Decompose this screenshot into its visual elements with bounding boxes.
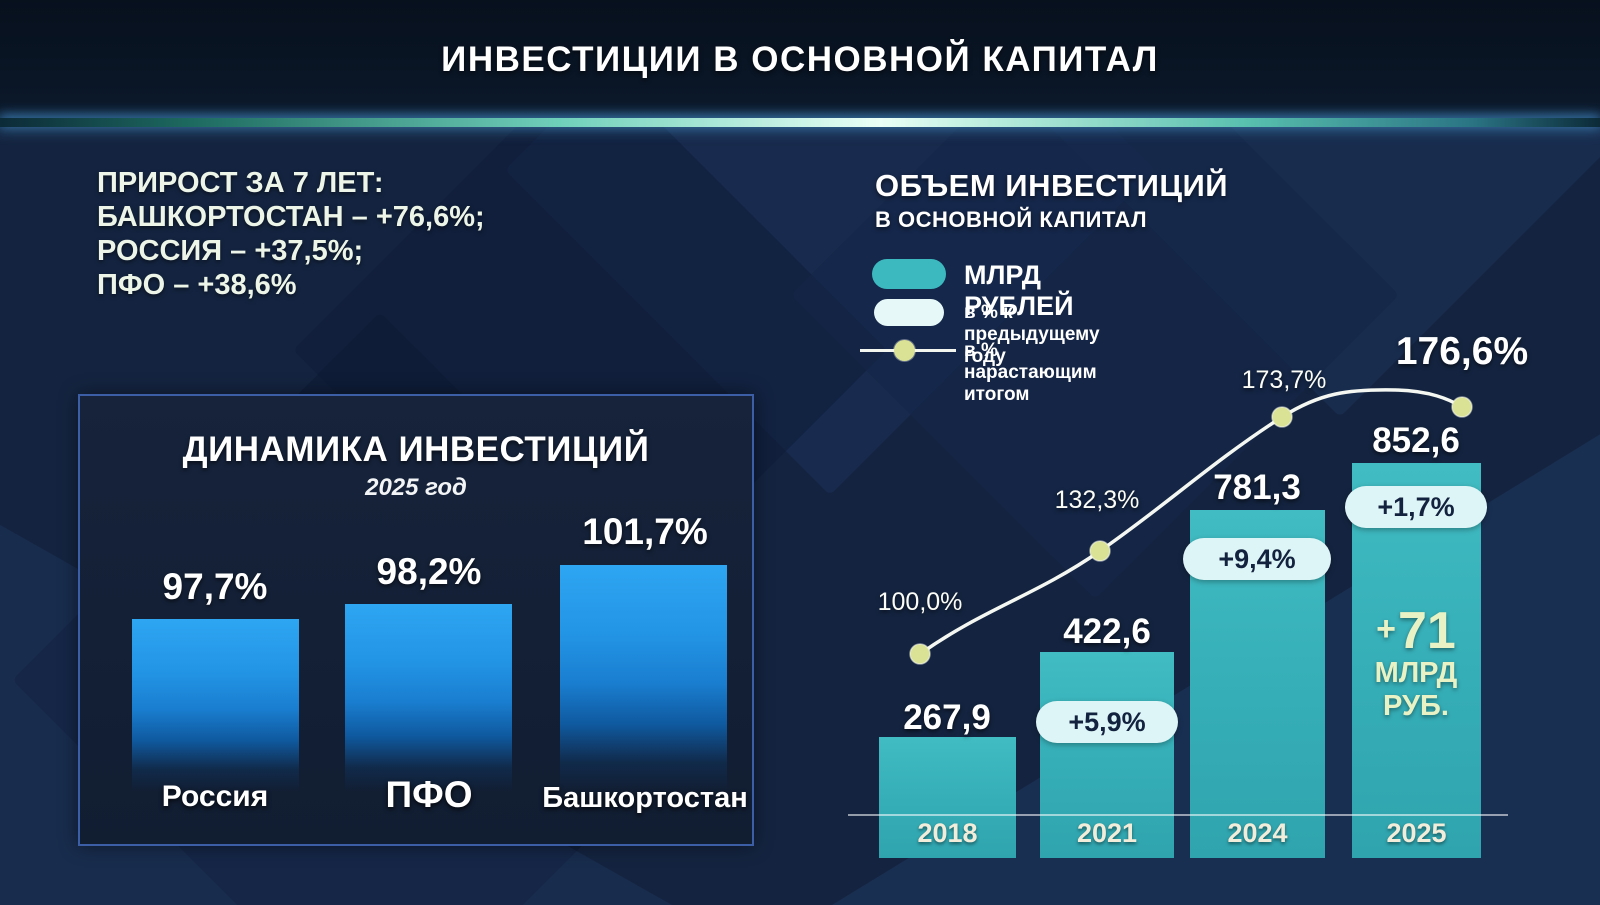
- annotation-amount: 71: [1398, 602, 1456, 660]
- bar-label-pfo: ПФО: [385, 774, 473, 815]
- line-label-2018: 100,0%: [877, 588, 963, 616]
- dynamics-subtitle: 2025 год: [365, 474, 467, 501]
- growth-stats-block: ПРИРОСТ ЗА 7 ЛЕТ: БАШКОРТОСТАН – +76,6%;…: [97, 166, 485, 302]
- legend-line-label: в % нарастающим итогом: [964, 340, 1097, 405]
- plus-71-annotation: +71 МЛРД РУБ.: [1375, 603, 1458, 723]
- legend-bars-label: МЛРД РУБЛЕЙ: [964, 260, 1074, 321]
- bar-value-russia: 97,7%: [162, 566, 268, 607]
- dynamics-chart: ДИНАМИКА ИНВЕСТИЦИЙ 2025 год 97,7% 98,2%…: [78, 394, 754, 846]
- volume-value-2021: 422,6: [1063, 612, 1151, 651]
- volume-value-2024: 781,3: [1213, 468, 1301, 507]
- year-label-2025: 2025: [1386, 818, 1447, 848]
- year-label-2018: 2018: [917, 818, 978, 848]
- volume-value-2025: 852,6: [1372, 421, 1460, 460]
- line-label-2025: 176,6%: [1395, 330, 1529, 373]
- line-label-2021: 132,3%: [1054, 486, 1140, 514]
- line-label-2024: 173,7%: [1241, 366, 1327, 394]
- bar-value-bashkortostan: 101,7%: [582, 511, 708, 552]
- page-title: ИНВЕСТИЦИИ В ОСНОВНОЙ КАПИТАЛ: [441, 40, 1159, 79]
- growth-pill-2025: +1,7%: [1345, 486, 1487, 528]
- volume-header: ОБЪЕМ ИНВЕСТИЦИЙ В ОСНОВНОЙ КАПИТАЛ: [875, 168, 1228, 233]
- bar-bashkortostan: [560, 565, 727, 792]
- axis-baseline: [848, 814, 1508, 816]
- legend-teal-swatch: [872, 259, 946, 289]
- bar-russia: [132, 619, 299, 792]
- growth-line-bashkortostan: БАШКОРТОСТАН – +76,6%;: [97, 201, 485, 233]
- annotation-unit2: РУБ.: [1383, 690, 1449, 722]
- volume-value-2018: 267,9: [903, 698, 991, 737]
- volume-header-line2: В ОСНОВНОЙ КАПИТАЛ: [875, 207, 1148, 232]
- bar-pfo: [345, 604, 512, 792]
- divider-glow-line: [0, 118, 1600, 127]
- bar-label-bashkortostan: Башкортостан: [542, 782, 748, 814]
- annotation-plus: +: [1376, 610, 1396, 648]
- bar-value-pfo: 98,2%: [376, 551, 482, 592]
- volume-bar-2018: 2018: [879, 737, 1016, 858]
- growth-line-pfo: ПФО – +38,6%: [97, 269, 297, 301]
- legend-light-swatch: [874, 299, 944, 326]
- legend-pill-label: в % к предыдущему году: [964, 302, 1100, 367]
- growth-heading: ПРИРОСТ ЗА 7 ЛЕТ:: [97, 167, 384, 199]
- year-label-2024: 2024: [1227, 818, 1288, 848]
- volume-header-line1: ОБЪЕМ ИНВЕСТИЦИЙ: [875, 168, 1229, 203]
- annotation-unit1: МЛРД: [1374, 657, 1458, 689]
- year-label-2021: 2021: [1076, 818, 1138, 848]
- header-band: ИНВЕСТИЦИИ В ОСНОВНОЙ КАПИТАЛ: [0, 0, 1600, 120]
- dynamics-title: ДИНАМИКА ИНВЕСТИЦИЙ: [182, 430, 650, 469]
- growth-pill-2024: +9,4%: [1183, 538, 1331, 580]
- volume-bar-2021: 2021: [1040, 652, 1174, 858]
- growth-pill-2021: +5,9%: [1036, 701, 1178, 743]
- legend-dot-icon: [894, 340, 915, 361]
- bar-label-russia: Россия: [161, 780, 269, 813]
- growth-line-russia: РОССИЯ – +37,5%;: [97, 235, 364, 267]
